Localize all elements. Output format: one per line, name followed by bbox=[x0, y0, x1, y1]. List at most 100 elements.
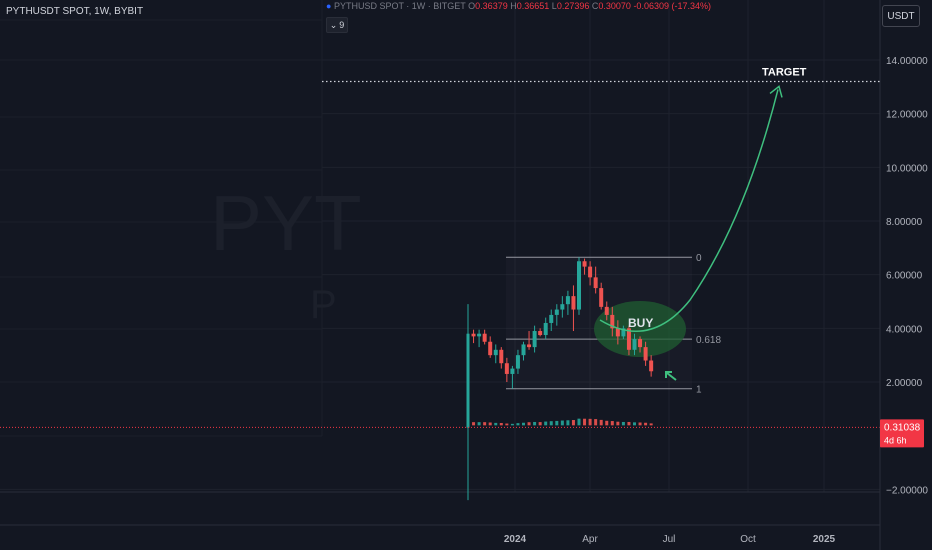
volume-bar bbox=[583, 418, 587, 426]
price-axis: 14.00000 12.00000 10.00000 8.00000 6.00000 4.… bbox=[879, 0, 928, 550]
candle-body bbox=[565, 296, 570, 305]
volume-bar bbox=[627, 421, 631, 426]
left-pane-bg bbox=[0, 0, 322, 436]
fib-label-0: 0 bbox=[696, 253, 702, 264]
volume-bar bbox=[638, 422, 642, 426]
candle-body bbox=[593, 277, 598, 289]
symbol-dot-icon: ● bbox=[326, 1, 332, 11]
candle-body bbox=[638, 339, 643, 348]
volume-bar bbox=[610, 421, 614, 426]
time-axis: 2024 Apr Jul Oct 2025 bbox=[504, 534, 836, 545]
candle-body bbox=[482, 333, 487, 342]
price-tick-label: −2.00000 bbox=[886, 485, 928, 496]
time-tick-label: 2024 bbox=[504, 534, 527, 545]
time-tick-label: Oct bbox=[740, 534, 756, 545]
current-price-countdown: 4d 6h bbox=[884, 435, 907, 445]
indicators-toggle-button[interactable]: ⌄ 9 bbox=[326, 17, 348, 33]
candle-body bbox=[499, 349, 504, 364]
buy-label: BUY bbox=[628, 316, 653, 330]
candle-body bbox=[643, 347, 648, 361]
candle-body bbox=[504, 363, 509, 374]
candle-body bbox=[466, 333, 470, 428]
volume-bar bbox=[472, 422, 476, 426]
candle-body bbox=[554, 309, 559, 315]
candle-body bbox=[599, 288, 604, 307]
candlestick-series bbox=[466, 257, 654, 501]
volume-bar bbox=[477, 422, 481, 426]
candle-body bbox=[477, 333, 482, 337]
volume-bar bbox=[549, 421, 553, 426]
volume-bar bbox=[644, 422, 648, 426]
volume-bar bbox=[599, 419, 603, 426]
volume-bar bbox=[527, 422, 531, 426]
candle-body bbox=[521, 344, 526, 356]
current-price-value: 0.31038 bbox=[884, 422, 921, 433]
watermark-sub: P bbox=[310, 283, 337, 327]
candle-body bbox=[588, 266, 593, 278]
volume-bar bbox=[555, 420, 559, 426]
buy-zone-ellipse bbox=[594, 301, 686, 357]
ohlc-high: 0.36651 bbox=[516, 1, 550, 11]
candle-body bbox=[615, 328, 620, 337]
projection-curve bbox=[599, 89, 779, 332]
candle-body bbox=[649, 360, 654, 372]
candle-body bbox=[560, 304, 565, 310]
ohlc-change: -0.06309 (-17.34%) bbox=[633, 1, 711, 11]
volume-bar bbox=[505, 423, 509, 426]
volume-bar bbox=[533, 421, 537, 426]
ohlc-close: 0.30070 bbox=[598, 1, 631, 11]
ohlc-low: 0.27396 bbox=[556, 1, 590, 11]
time-tick-label: Jul bbox=[663, 534, 676, 545]
candle-body bbox=[493, 349, 498, 356]
candle-body bbox=[632, 339, 637, 350]
candle-body bbox=[549, 314, 554, 323]
price-tick-label: 12.00000 bbox=[886, 110, 928, 121]
volume-bar bbox=[571, 420, 575, 426]
price-unit-button[interactable]: USDT bbox=[882, 5, 920, 27]
volume-bar bbox=[577, 418, 581, 426]
volume-bar bbox=[566, 420, 570, 426]
candle-body bbox=[515, 355, 520, 369]
symbol-ohlc-legend: ● PYTHUSD SPOT · 1W · BITGET O0.36379 H0… bbox=[326, 1, 711, 11]
candle-body bbox=[471, 333, 476, 337]
volume-bar bbox=[499, 423, 503, 426]
overlay-symbol: PYTHUSD SPOT · 1W · BITGET bbox=[333, 1, 466, 11]
volume-bar bbox=[616, 421, 620, 426]
volume-bar bbox=[560, 420, 564, 426]
volume-bar bbox=[488, 422, 492, 426]
volume-bar bbox=[588, 418, 592, 426]
down-arrow-shaft bbox=[666, 372, 677, 381]
candle-body bbox=[488, 341, 493, 356]
chevron-down-icon: ⌄ bbox=[329, 19, 338, 30]
target-label: TARGET bbox=[762, 66, 807, 78]
price-tick-label: 14.00000 bbox=[886, 56, 928, 67]
left-pane-overlay bbox=[0, 0, 323, 437]
volume-bar bbox=[516, 423, 520, 426]
candle-body bbox=[582, 261, 587, 267]
candle-body bbox=[626, 328, 631, 350]
candle-body bbox=[577, 261, 581, 310]
volume-bar bbox=[538, 422, 542, 426]
volume-bar bbox=[483, 422, 487, 426]
current-price-badge bbox=[880, 419, 924, 448]
price-tick-label: 4.00000 bbox=[886, 324, 923, 335]
watermark-text: PYT bbox=[210, 179, 362, 267]
volume-bar bbox=[544, 421, 548, 426]
down-arrow-head bbox=[665, 371, 672, 378]
volume-bar bbox=[494, 422, 498, 426]
candle-body bbox=[621, 328, 626, 337]
candle-body bbox=[527, 344, 532, 348]
time-tick-label: 2025 bbox=[813, 534, 836, 545]
candle-body bbox=[532, 331, 537, 348]
fib-label-618: 0.618 bbox=[696, 335, 721, 346]
chart-title: PYTHUSDT SPOT, 1W, BYBIT bbox=[6, 6, 144, 17]
ohlc-open: 0.36379 bbox=[475, 1, 508, 11]
fib-label-1: 1 bbox=[696, 385, 702, 396]
buy-zone bbox=[594, 301, 686, 357]
volume-series bbox=[472, 418, 653, 426]
projection-arrowhead bbox=[769, 85, 783, 98]
candle-body bbox=[538, 331, 543, 336]
volume-bar bbox=[522, 422, 525, 426]
time-tick-label: Apr bbox=[582, 534, 598, 545]
